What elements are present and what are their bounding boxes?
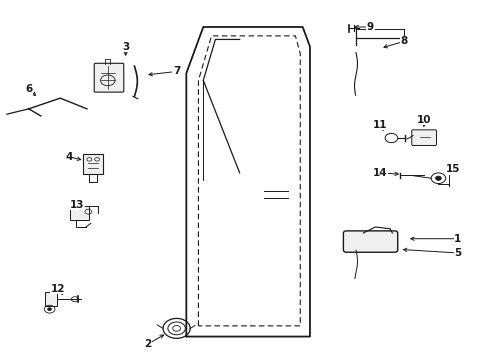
Bar [45,292,57,306]
Text: 4: 4 [65,152,73,162]
Text: 13: 13 [70,200,84,210]
Text: 1: 1 [453,234,461,244]
Bar [82,154,102,174]
Text: 11: 11 [372,120,386,130]
Text: 2: 2 [143,339,151,350]
Circle shape [435,176,441,180]
Bar [70,206,89,220]
Circle shape [47,308,51,311]
Text: 12: 12 [50,284,65,293]
Text: 8: 8 [400,36,407,46]
FancyBboxPatch shape [343,231,397,252]
Text: 15: 15 [445,164,459,174]
Text: 6: 6 [25,84,32,94]
Text: 3: 3 [122,41,129,51]
Text: 14: 14 [372,168,387,178]
FancyBboxPatch shape [94,63,123,92]
Text: 9: 9 [366,22,373,32]
Text: 7: 7 [173,67,180,76]
Text: 10: 10 [416,114,430,125]
FancyBboxPatch shape [411,130,436,145]
Text: 5: 5 [453,248,461,258]
